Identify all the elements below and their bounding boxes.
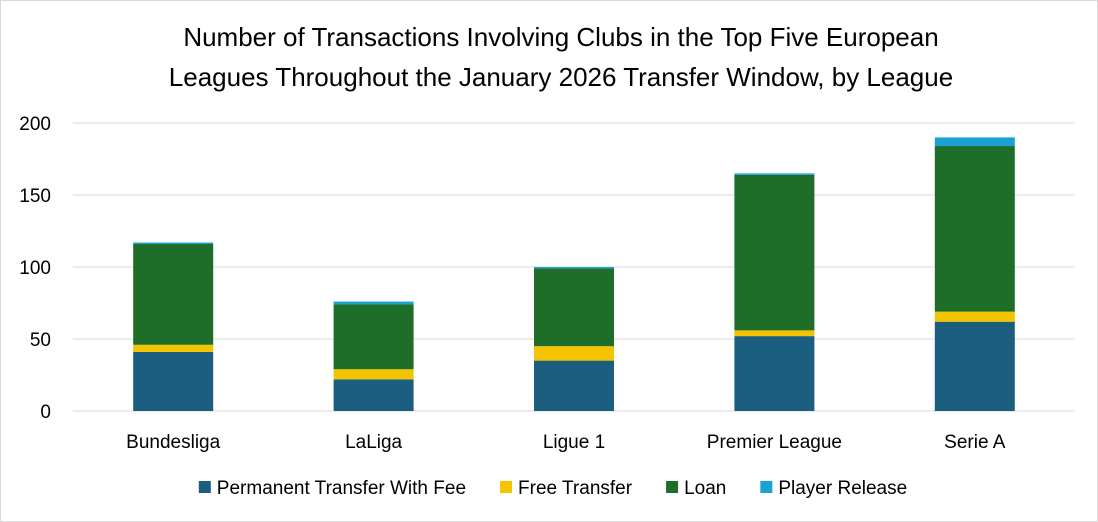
- legend: Permanent Transfer With Fee Free Transfer…: [198, 478, 907, 499]
- bar-segment-bundesliga-permanent-transfer-with-fee: [133, 351, 214, 411]
- chart-title-line-1: Number of Transactions Involving Clubs i…: [183, 22, 938, 52]
- bar-segment-ligue-1-player-release: [534, 267, 614, 269]
- bar-segment-serie-a-loan: [934, 146, 1015, 312]
- legend-item-player-release: Player Release: [760, 478, 907, 499]
- bar-segment-serie-a-free-transfer: [934, 311, 1015, 322]
- legend-label: Free Transfer: [518, 478, 633, 499]
- bar-segment-laliga-player-release: [333, 301, 414, 305]
- legend-swatch: [666, 481, 679, 493]
- bar-segment-laliga-permanent-transfer-with-fee: [333, 379, 414, 411]
- bar-segment-ligue-1-loan: [534, 268, 614, 347]
- bar-segment-bundesliga-loan: [133, 243, 214, 345]
- bar-segment-serie-a-permanent-transfer-with-fee: [934, 321, 1015, 411]
- x-tick-label: Ligue 1: [543, 432, 605, 453]
- chart-title: Number of Transactions Involving Clubs i…: [169, 22, 953, 92]
- legend-swatch: [500, 481, 513, 493]
- y-tick-label: 150: [19, 186, 51, 207]
- y-tick-label: 50: [30, 330, 51, 351]
- x-tick-label: LaLiga: [345, 432, 402, 453]
- y-tick-label: 0: [40, 402, 51, 423]
- bar-segment-premier-league-player-release: [734, 173, 815, 175]
- y-tick-label: 200: [19, 114, 51, 135]
- legend-item-permanent-transfer-with-fee: Permanent Transfer With Fee: [198, 478, 466, 499]
- bar-segment-premier-league-permanent-transfer-with-fee: [734, 336, 815, 411]
- legend-item-loan: Loan: [666, 478, 726, 499]
- x-tick-label: Serie A: [944, 432, 1006, 453]
- legend-label: Loan: [684, 478, 726, 499]
- bar-segment-bundesliga-player-release: [133, 242, 214, 244]
- chart-title-line-2: Leagues Throughout the January 2026 Tran…: [169, 62, 953, 92]
- x-tick-label: Bundesliga: [126, 432, 220, 453]
- bar-segment-ligue-1-permanent-transfer-with-fee: [534, 360, 614, 411]
- x-tick-label: Premier League: [707, 432, 842, 453]
- x-axis-category-labels: Bundesliga LaLiga Ligue 1 Premier League Ser…: [126, 432, 1006, 453]
- legend-label: Permanent Transfer With Fee: [217, 478, 466, 499]
- legend-swatch: [760, 481, 773, 493]
- bars: [133, 137, 1015, 411]
- legend-label: Player Release: [778, 478, 907, 499]
- legend-item-free-transfer: Free Transfer: [500, 478, 633, 499]
- bar-segment-bundesliga-free-transfer: [133, 344, 214, 352]
- bar-segment-laliga-loan: [333, 304, 414, 370]
- bar-segment-premier-league-loan: [734, 174, 815, 331]
- y-axis-tick-labels: 0 50 100 150 200: [19, 114, 51, 423]
- legend-swatch: [198, 481, 211, 493]
- bar-segment-premier-league-free-transfer: [734, 330, 815, 337]
- bar-segment-serie-a-player-release: [934, 137, 1015, 147]
- y-tick-label: 100: [19, 258, 51, 279]
- bar-segment-ligue-1-free-transfer: [534, 346, 614, 361]
- bar-segment-laliga-free-transfer: [333, 369, 414, 380]
